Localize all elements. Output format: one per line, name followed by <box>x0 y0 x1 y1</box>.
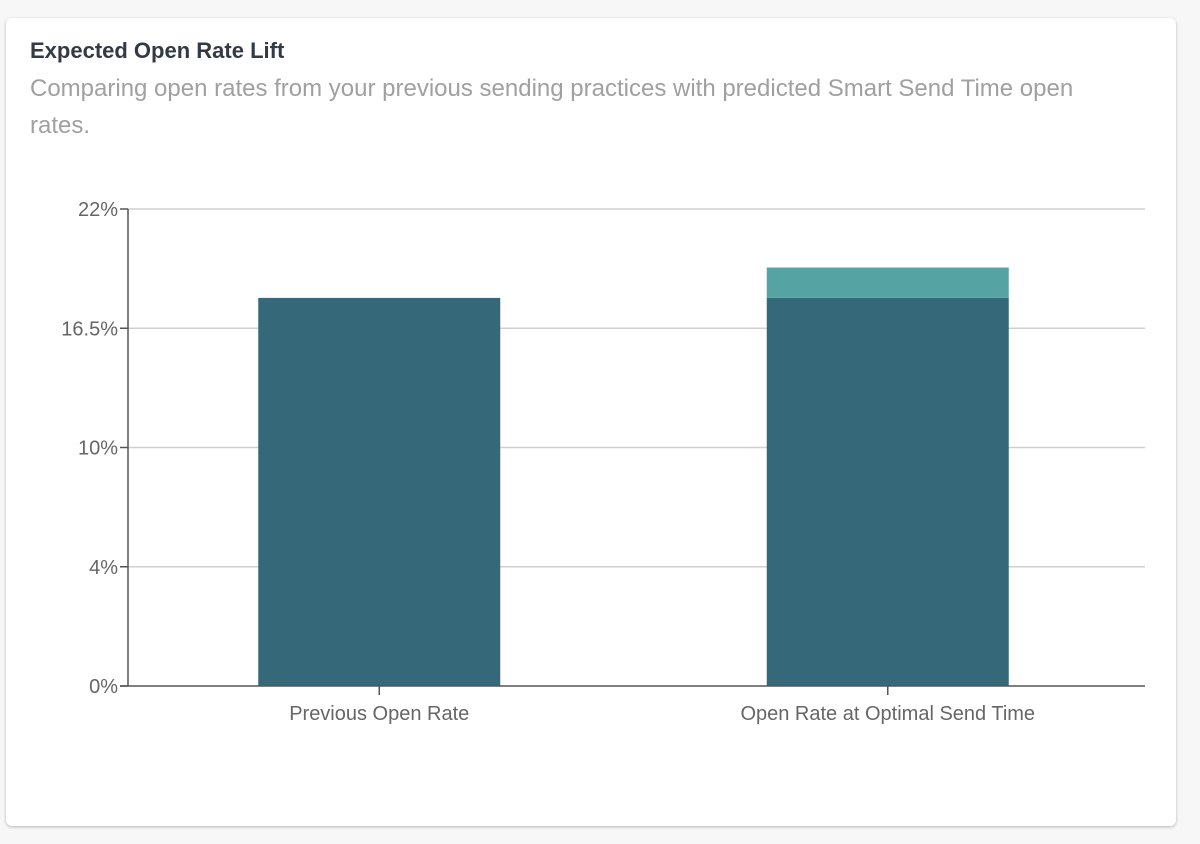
y-tick-label: 22% <box>78 199 118 221</box>
chart-subtitle: Comparing open rates from your previous … <box>30 75 1074 139</box>
chart-title: Expected Open Rate Lift <box>30 38 285 63</box>
y-tick-label: 0% <box>89 676 118 698</box>
bar-segment-0 <box>258 297 501 686</box>
bar-segment-0 <box>766 297 1009 686</box>
bar-segment-1 <box>766 267 1009 298</box>
x-tick-label: Previous Open Rate <box>289 703 469 725</box>
x-tick-label: Open Rate at Optimal Send Time <box>740 703 1035 725</box>
y-tick-label: 10% <box>78 438 118 460</box>
y-tick-label: 4% <box>89 557 118 579</box>
y-tick-label: 16.5% <box>61 318 118 340</box>
